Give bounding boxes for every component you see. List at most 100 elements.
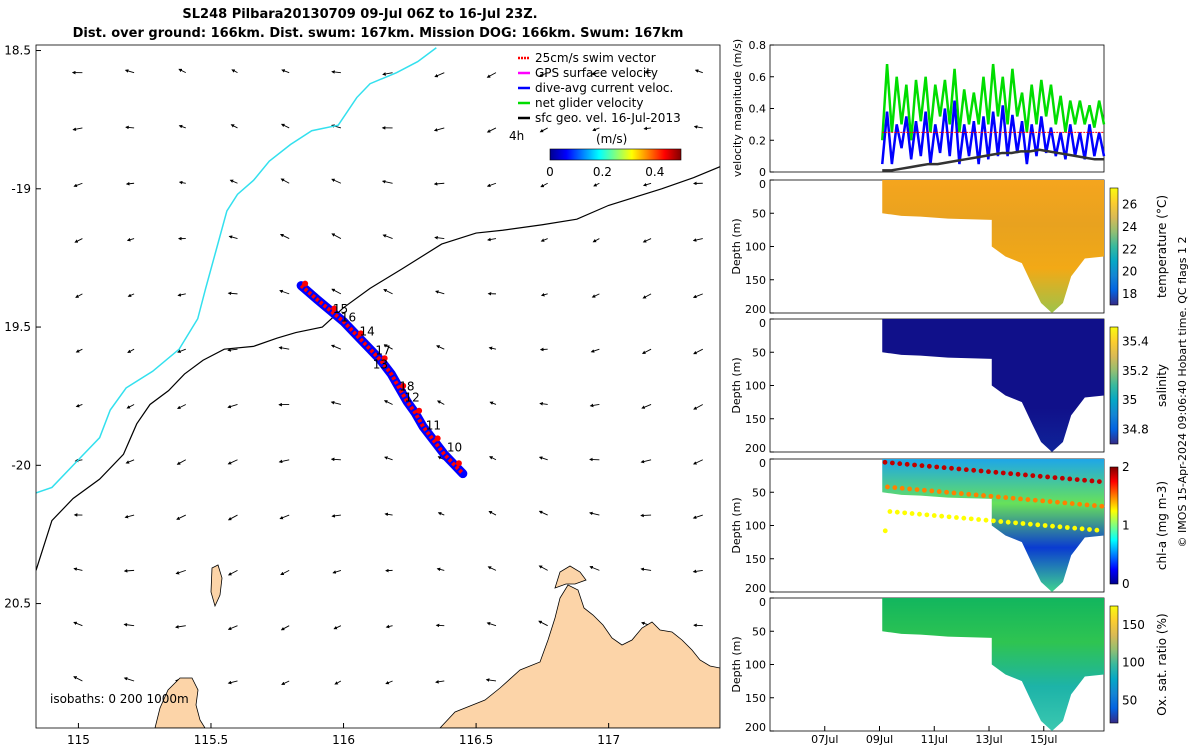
section-panel: 0 50 100 150 200 Depth (m) 0 1 2 chl-a (mg m-3) <box>730 457 1169 595</box>
section-colorbar-tick: 100 <box>1122 656 1145 670</box>
vector-arrow <box>487 566 497 571</box>
chl-point <box>993 469 999 475</box>
chl-point <box>1092 503 1097 508</box>
vector-arrow <box>330 400 341 405</box>
section-y-tick-label: 50 <box>752 625 766 638</box>
y-tick-label: -19 <box>11 182 31 196</box>
chl-point <box>1087 527 1092 532</box>
vector-arrow <box>227 348 238 352</box>
velocity-panel: 0 0.2 0.4 0.6 0.8 velocity magnitude (m/s) <box>731 39 1106 179</box>
chl-point <box>951 490 957 496</box>
vector-arrow <box>692 238 703 242</box>
vector-arrow <box>593 182 600 187</box>
chl-point <box>882 528 888 534</box>
vector-arrow <box>175 569 186 575</box>
vector-arrow <box>642 182 652 187</box>
chl-point <box>1064 525 1070 530</box>
vector-arrow <box>640 513 652 518</box>
vector-arrow <box>73 567 83 571</box>
vector-arrow <box>279 233 290 239</box>
section-y-tick-label: 200 <box>745 582 766 595</box>
vector-arrow <box>435 290 445 295</box>
chl-point <box>1084 502 1090 508</box>
chl-point <box>907 486 913 492</box>
velocity-y-tick-label: 0.2 <box>749 134 767 147</box>
chl-point <box>941 465 947 471</box>
vector-arrow <box>385 624 393 629</box>
chl-point <box>946 514 952 520</box>
velocity-series-line <box>880 63 1106 141</box>
vector-arrow <box>590 348 600 353</box>
vector-arrow <box>177 348 186 353</box>
vector-arrow <box>693 459 703 465</box>
vector-arrow <box>435 680 445 684</box>
vector-arrow <box>434 236 445 240</box>
vector-arrow <box>330 457 341 462</box>
chl-point <box>885 484 890 490</box>
vector-arrow <box>178 180 186 185</box>
vector-arrow <box>331 178 342 184</box>
chl-point <box>1072 525 1078 531</box>
vector-arrow <box>75 348 83 353</box>
vector-arrow <box>230 124 238 129</box>
vector-arrow <box>383 289 393 295</box>
vector-arrow <box>487 237 497 242</box>
vector-arrow <box>123 569 135 573</box>
vector-arrow <box>538 72 548 77</box>
chl-point <box>1067 476 1073 482</box>
track-swim-point <box>416 407 423 414</box>
chl-point <box>1099 503 1105 509</box>
vector-arrow <box>489 401 497 405</box>
x-tick-label: 117 <box>597 733 620 747</box>
vector-arrow <box>278 459 290 464</box>
chl-point <box>897 461 903 467</box>
vector-arrow <box>127 348 135 353</box>
chl-point <box>963 467 969 473</box>
vector-arrow <box>127 293 135 297</box>
map-frame <box>35 44 721 729</box>
time-tick-label: 09Jul <box>866 733 893 746</box>
chl-point <box>1023 472 1028 478</box>
track-swim-point <box>400 382 407 389</box>
chl-point <box>956 466 962 472</box>
section-colorbar-tick: 35.4 <box>1122 335 1149 349</box>
section-ylabel: Depth (m) <box>730 218 743 274</box>
vector-arrow <box>433 182 445 186</box>
colorbar-gradient <box>549 148 682 161</box>
vector-arrow <box>486 127 497 133</box>
vector-arrow <box>488 346 497 351</box>
x-tick-label: 116 <box>332 733 355 747</box>
vector-arrow <box>176 404 186 409</box>
chl-point <box>1015 471 1021 477</box>
chl-point <box>958 491 964 496</box>
map-title-line1: SL248 Pilbara20130709 09-Jul 06Z to 16-J… <box>182 7 537 22</box>
chl-point <box>1037 473 1043 479</box>
day-label: 12 <box>405 391 420 405</box>
vector-arrow <box>25 513 31 515</box>
section-y-tick-label: 150 <box>745 692 766 705</box>
colorbar-tick-label: 0.4 <box>645 165 664 179</box>
speed-colorbar: 0 0.2 0.4 <box>546 148 682 179</box>
chl-point <box>1032 497 1038 503</box>
map-panel: SL248 Pilbara20130709 09-Jul 06Z to 16-J… <box>4 7 721 747</box>
section-colorbar-tick: 1 <box>1122 519 1130 533</box>
section-colorbar-tick: 35.2 <box>1122 364 1149 378</box>
y-tick-label: 18.5 <box>4 44 31 58</box>
vector-arrow <box>23 349 31 351</box>
track-swim-point <box>331 305 338 312</box>
chl-point <box>1005 519 1011 525</box>
chl-point <box>1040 498 1046 504</box>
day-label: 11 <box>426 418 441 432</box>
vector-arrow <box>385 680 393 685</box>
x-tick-label: 115.5 <box>194 733 228 747</box>
vector-arrow <box>591 71 600 76</box>
section-data-fill <box>882 598 1104 731</box>
vector-arrow <box>21 73 31 76</box>
vector-arrow <box>641 348 652 354</box>
section-y-tick-label: 50 <box>752 207 766 220</box>
section-y-tick-label: 150 <box>745 274 766 287</box>
vector-arrow <box>23 677 30 681</box>
chl-point <box>1059 475 1065 481</box>
chl-point <box>892 485 898 490</box>
